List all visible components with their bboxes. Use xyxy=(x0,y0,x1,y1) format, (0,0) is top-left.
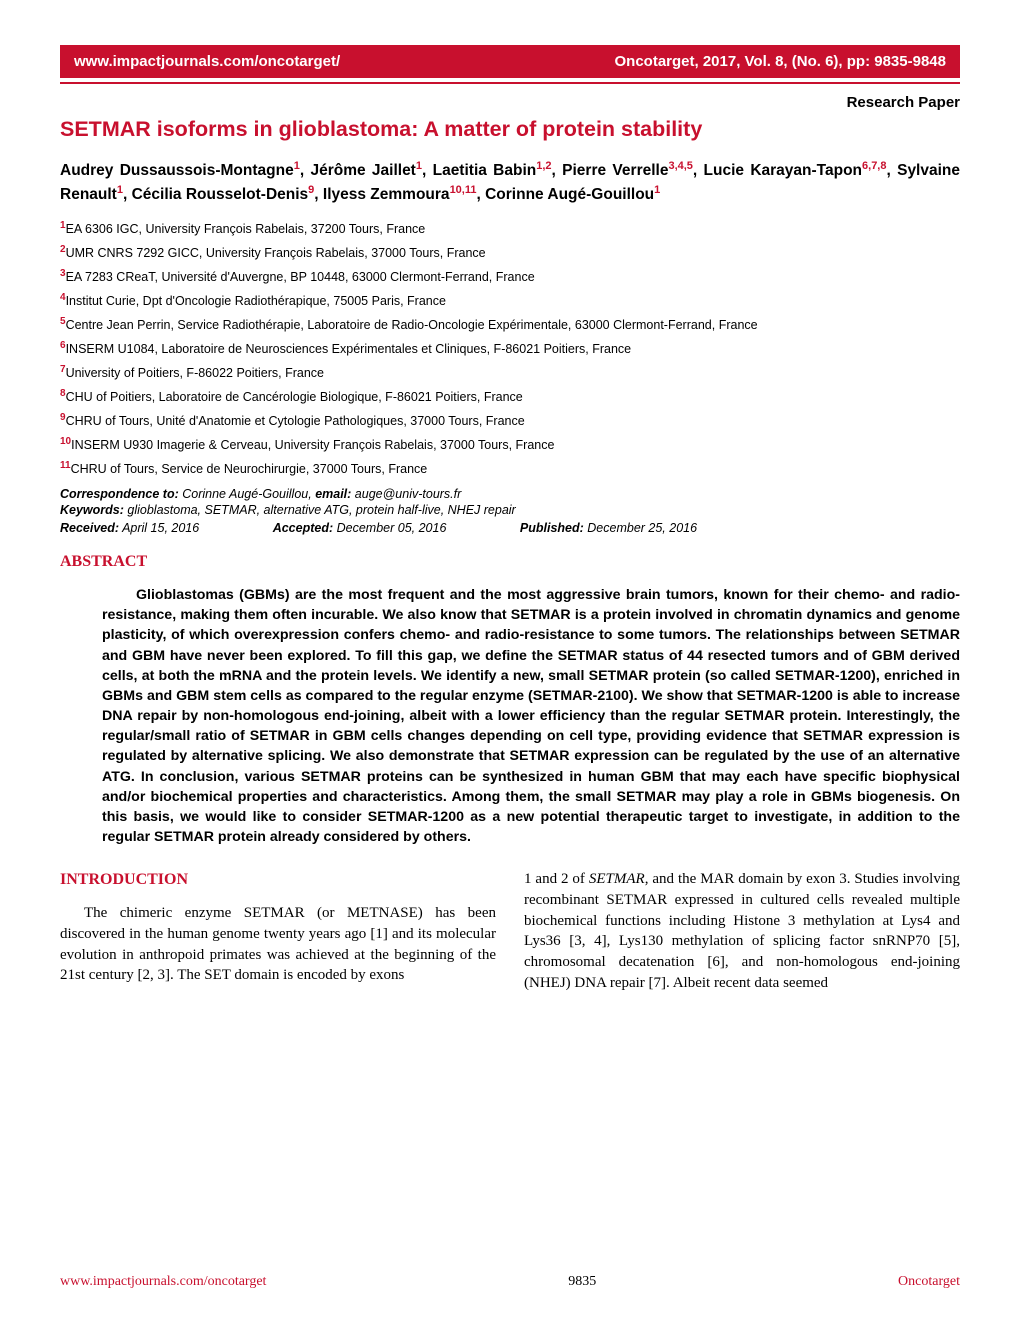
abstract-text: Glioblastomas (GBMs) are the most freque… xyxy=(60,585,960,847)
footer-page: 9835 xyxy=(568,1274,596,1290)
authors: Audrey Dussaussois-Montagne1, Jérôme Jai… xyxy=(60,158,960,207)
footer-journal: Oncotarget xyxy=(898,1274,960,1290)
keywords: Keywords: glioblastoma, SETMAR, alternat… xyxy=(60,503,960,517)
intro-col1: The chimeric enzyme SETMAR (or METNASE) … xyxy=(60,903,496,986)
page-footer: www.impactjournals.com/oncotarget 9835 O… xyxy=(60,1274,960,1290)
article-type: Research Paper xyxy=(60,94,960,111)
correspondence: Correspondence to: Corinne Augé-Gouillou… xyxy=(60,487,960,501)
introduction-block: INTRODUCTION The chimeric enzyme SETMAR … xyxy=(60,869,960,993)
journal-header: www.impactjournals.com/oncotarget/ Oncot… xyxy=(60,45,960,78)
footer-url: www.impactjournals.com/oncotarget xyxy=(60,1274,266,1290)
header-rule xyxy=(60,82,960,84)
header-citation: Oncotarget, 2017, Vol. 8, (No. 6), pp: 9… xyxy=(614,53,946,70)
dates: Received: April 15, 2016 Accepted: Decem… xyxy=(60,521,960,535)
article-title: SETMAR isoforms in glioblastoma: A matte… xyxy=(60,117,960,142)
introduction-heading: INTRODUCTION xyxy=(60,869,496,891)
affiliations: 1EA 6306 IGC, University François Rabela… xyxy=(60,217,960,481)
intro-col2: 1 and 2 of SETMAR, and the MAR domain by… xyxy=(524,869,960,993)
header-url: www.impactjournals.com/oncotarget/ xyxy=(74,53,340,70)
abstract-heading: ABSTRACT xyxy=(60,553,960,571)
